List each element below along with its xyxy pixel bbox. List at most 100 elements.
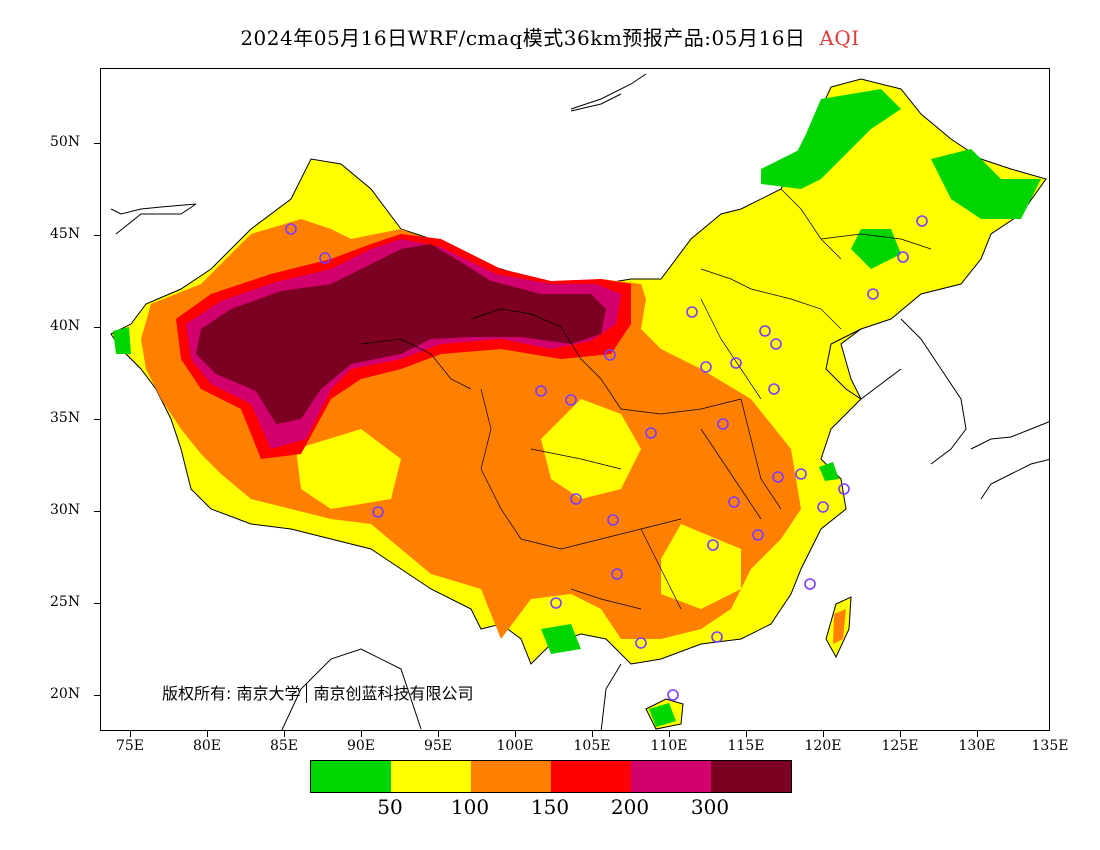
- coastline-korea: [900, 318, 967, 465]
- city-markers: [285, 215, 928, 701]
- city-marker: [535, 385, 547, 397]
- city-marker: [611, 568, 623, 580]
- lon-label-130: 130E: [958, 738, 996, 754]
- lat-label-20: 20N: [50, 686, 81, 702]
- region-aqi-green-ne3: [931, 149, 1041, 219]
- lon-tick-105: [592, 731, 593, 737]
- city-marker: [372, 506, 384, 518]
- lon-tick-85: [284, 731, 285, 737]
- lon-label-90: 90E: [346, 738, 376, 754]
- copyright-left: 版权所有: 南京大学: [162, 684, 301, 703]
- city-marker: [686, 306, 698, 318]
- city-marker: [759, 325, 771, 337]
- legend-label-300: 300: [690, 795, 730, 819]
- lat-label-45: 45N: [50, 226, 81, 242]
- city-marker: [570, 493, 582, 505]
- region-aqi-green-west: [113, 327, 131, 354]
- region-aqi-orange-taiwan: [833, 609, 846, 644]
- city-marker: [711, 631, 723, 643]
- city-marker: [752, 529, 764, 541]
- region-aqi-green-hainan: [649, 703, 676, 727]
- lat-tick-30: [94, 511, 100, 512]
- coastline-south: [281, 648, 422, 730]
- lon-tick-95: [438, 731, 439, 737]
- legend-label-50: 50: [377, 795, 403, 819]
- aqi-legend: [310, 760, 792, 793]
- lon-tick-80: [207, 731, 208, 737]
- aqi-map: [110, 73, 1049, 730]
- legend-swatch: [711, 761, 791, 792]
- lat-tick-20: [94, 695, 100, 696]
- city-marker: [730, 357, 742, 369]
- city-marker: [916, 215, 928, 227]
- region-aqi-green-ne4: [851, 229, 901, 269]
- lat-tick-35: [94, 419, 100, 420]
- lat-label-35: 35N: [50, 410, 81, 426]
- lon-label-95: 95E: [423, 738, 453, 754]
- coastline-indochina: [600, 663, 622, 730]
- region-aqi-maroon: [196, 244, 606, 424]
- lon-tick-100: [515, 731, 516, 737]
- city-marker: [772, 471, 784, 483]
- city-marker: [700, 361, 712, 373]
- city-marker: [707, 539, 719, 551]
- lon-label-110: 110E: [650, 738, 688, 754]
- region-aqi-yellow-south: [661, 524, 741, 609]
- region-aqi-green-east: [819, 462, 839, 481]
- legend-swatch: [631, 761, 711, 792]
- coastline-west: [110, 203, 197, 235]
- region-aqi-yellow-tibet: [296, 429, 401, 509]
- city-marker: [817, 501, 829, 513]
- city-marker: [319, 252, 331, 264]
- city-marker: [897, 251, 909, 263]
- city-marker: [645, 427, 657, 439]
- city-marker: [795, 468, 807, 480]
- coastline-sea: [825, 328, 902, 400]
- legend-swatch: [391, 761, 471, 792]
- city-marker: [867, 288, 879, 300]
- city-marker: [768, 383, 780, 395]
- lat-label-30: 30N: [50, 502, 81, 518]
- lat-label-40: 40N: [50, 318, 81, 334]
- title-main: 2024年05月16日WRF/cmaq模式36km预报产品:05月16日: [240, 26, 806, 50]
- lat-tick-40: [94, 327, 100, 328]
- region-aqi-green-sw: [541, 624, 581, 654]
- lat-tick-25: [94, 603, 100, 604]
- city-marker: [717, 418, 729, 430]
- lon-tick-125: [900, 731, 901, 737]
- legend-swatch: [471, 761, 551, 792]
- lat-label-25: 25N: [50, 594, 81, 610]
- city-marker: [607, 514, 619, 526]
- city-marker: [838, 483, 850, 495]
- copyright-separator: [306, 683, 308, 703]
- lon-label-135: 135E: [1031, 738, 1069, 754]
- map-panel: [100, 68, 1050, 731]
- city-marker: [604, 349, 616, 361]
- lat-label-50: 50N: [50, 134, 81, 150]
- lon-tick-75: [130, 731, 131, 737]
- lon-tick-130: [977, 731, 978, 737]
- title-variable: AQI: [819, 26, 860, 50]
- legend-swatch: [551, 761, 631, 792]
- region-aqi-green-ne1: [791, 89, 901, 184]
- lon-label-85: 85E: [269, 738, 299, 754]
- lon-tick-110: [669, 731, 670, 737]
- legend-label-200: 200: [610, 795, 650, 819]
- city-marker: [285, 223, 297, 235]
- lon-label-75: 75E: [115, 738, 145, 754]
- copyright-notice: 版权所有: 南京大学 南京创蓝科技有限公司: [162, 680, 474, 704]
- lat-tick-45: [94, 235, 100, 236]
- city-marker: [728, 496, 740, 508]
- province-borders: [360, 188, 932, 610]
- city-marker: [804, 578, 816, 590]
- region-aqi-green-ne2: [761, 149, 821, 189]
- city-marker: [635, 637, 647, 649]
- legend-label-100: 100: [450, 795, 490, 819]
- map-title: 2024年05月16日WRF/cmaq模式36km预报产品:05月16日 AQI: [0, 22, 1100, 51]
- lon-tick-115: [746, 731, 747, 737]
- legend-swatch: [311, 761, 391, 792]
- lat-tick-50: [94, 143, 100, 144]
- city-marker: [667, 689, 679, 701]
- coastline-sakhalin: [570, 73, 647, 112]
- region-aqi-yellow-central: [541, 399, 641, 499]
